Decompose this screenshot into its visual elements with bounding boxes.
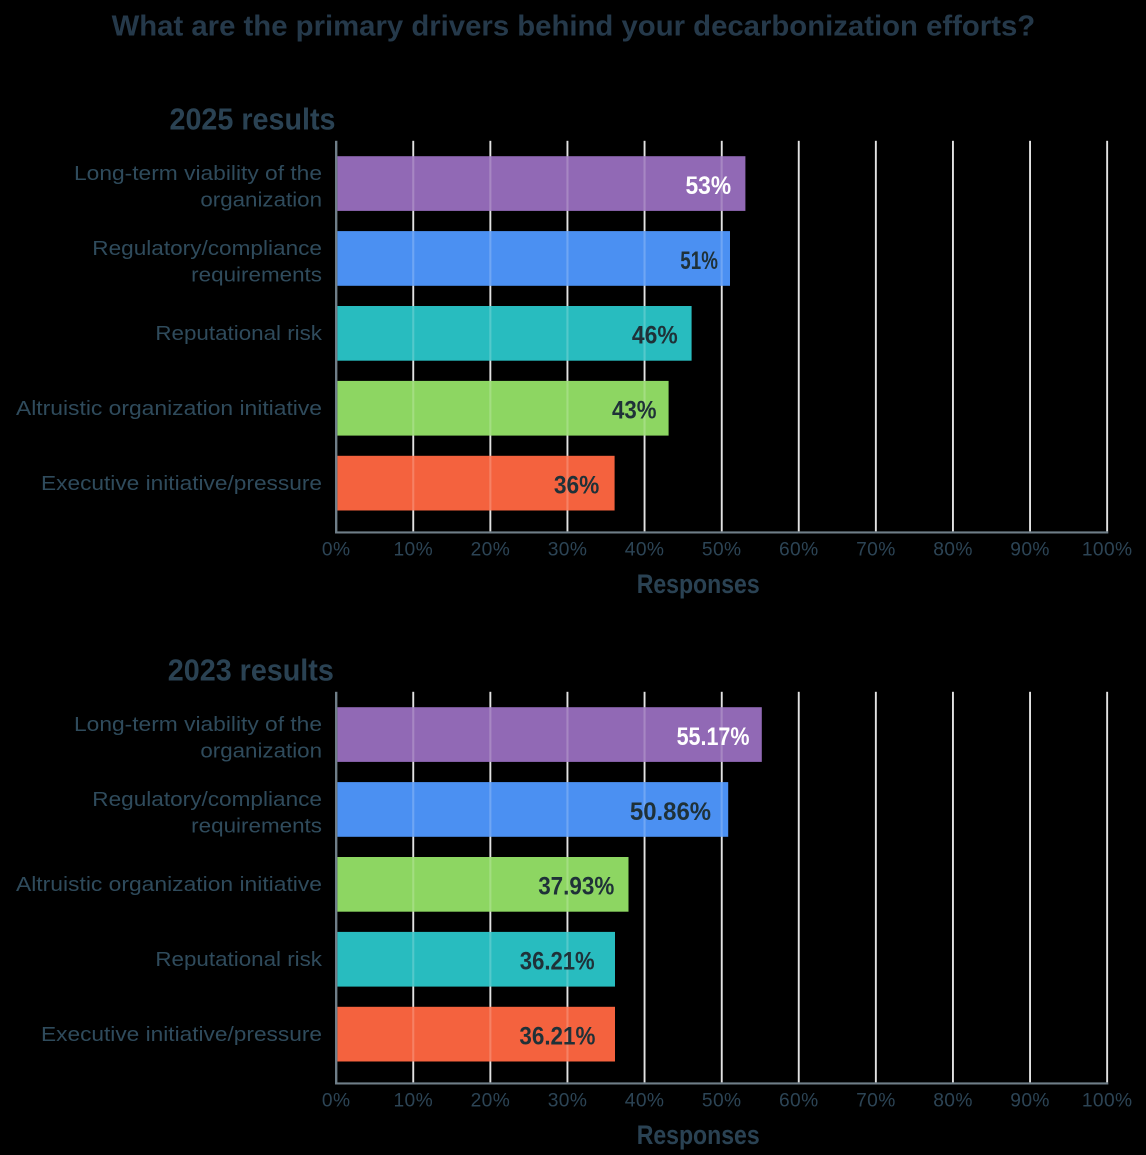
svg-text:55.17%: 55.17%: [677, 723, 750, 751]
svg-text:Regulatory/compliance: Regulatory/compliance: [92, 789, 322, 811]
svg-text:20%: 20%: [471, 1091, 511, 1112]
svg-text:50%: 50%: [702, 1091, 742, 1112]
svg-text:100%: 100%: [1082, 540, 1133, 561]
svg-text:90%: 90%: [1010, 1091, 1050, 1112]
svg-text:requirements: requirements: [191, 816, 322, 838]
svg-text:43%: 43%: [612, 397, 657, 425]
svg-text:100%: 100%: [1082, 1091, 1133, 1112]
svg-text:Reputational risk: Reputational risk: [155, 949, 323, 971]
svg-text:2025 results: 2025 results: [170, 101, 336, 136]
svg-text:51%: 51%: [680, 247, 718, 275]
svg-text:Long-term viability of the: Long-term viability of the: [74, 163, 322, 185]
svg-text:2023 results: 2023 results: [168, 652, 334, 687]
svg-text:requirements: requirements: [191, 265, 322, 287]
svg-text:10%: 10%: [393, 1091, 433, 1112]
svg-text:70%: 70%: [856, 1091, 896, 1112]
svg-text:36.21%: 36.21%: [519, 1022, 595, 1050]
svg-text:Altruistic organization initia: Altruistic organization initiative: [16, 874, 322, 896]
svg-text:Long-term viability of the: Long-term viability of the: [74, 714, 322, 736]
svg-text:30%: 30%: [548, 540, 588, 561]
svg-text:40%: 40%: [625, 540, 665, 561]
svg-text:Reputational risk: Reputational risk: [155, 323, 323, 345]
svg-text:0%: 0%: [322, 540, 351, 561]
svg-text:What are the primary drivers b: What are the primary drivers behind your…: [112, 11, 1036, 43]
svg-text:Executive initiative/pressure: Executive initiative/pressure: [41, 1024, 322, 1046]
svg-text:organization: organization: [200, 741, 322, 763]
svg-text:90%: 90%: [1010, 540, 1050, 561]
svg-text:53%: 53%: [686, 172, 732, 200]
svg-text:Executive initiative/pressure: Executive initiative/pressure: [41, 473, 322, 495]
svg-text:organization: organization: [200, 190, 322, 212]
svg-text:36.21%: 36.21%: [520, 948, 595, 976]
svg-text:20%: 20%: [471, 540, 511, 561]
svg-text:Regulatory/compliance: Regulatory/compliance: [92, 238, 322, 260]
svg-text:60%: 60%: [779, 1091, 819, 1112]
svg-text:60%: 60%: [779, 540, 819, 561]
svg-text:Responses: Responses: [637, 1120, 760, 1150]
svg-text:36%: 36%: [554, 472, 599, 500]
svg-text:80%: 80%: [933, 1091, 973, 1112]
svg-text:10%: 10%: [393, 540, 433, 561]
svg-text:37.93%: 37.93%: [538, 873, 614, 901]
svg-text:46%: 46%: [632, 322, 678, 350]
svg-text:Responses: Responses: [637, 569, 760, 599]
svg-text:30%: 30%: [548, 1091, 588, 1112]
svg-text:40%: 40%: [625, 1091, 665, 1112]
svg-text:Altruistic organization initia: Altruistic organization initiative: [16, 398, 322, 420]
svg-text:0%: 0%: [322, 1091, 351, 1112]
svg-text:50.86%: 50.86%: [630, 798, 711, 826]
svg-text:80%: 80%: [933, 540, 973, 561]
svg-text:50%: 50%: [702, 540, 742, 561]
svg-text:70%: 70%: [856, 540, 896, 561]
